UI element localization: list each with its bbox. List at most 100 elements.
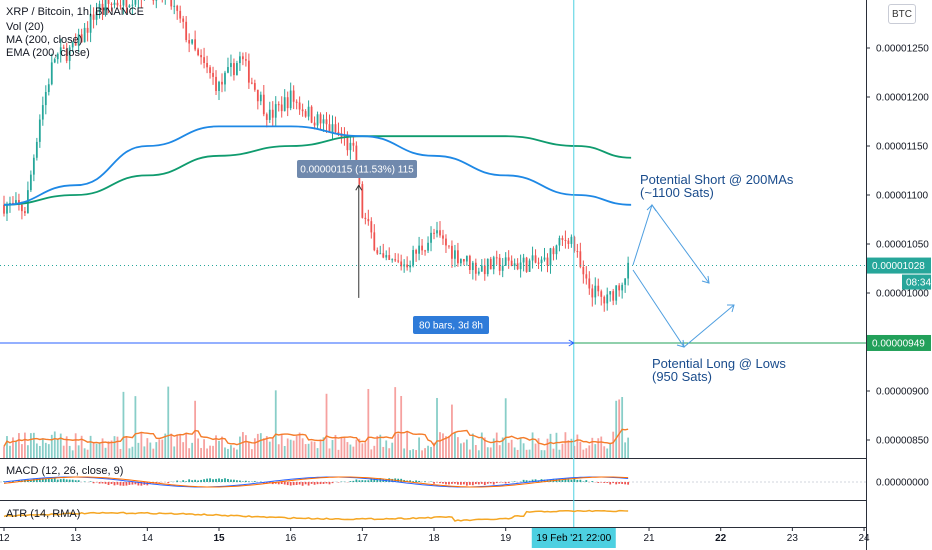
candle-body [609,291,612,295]
candle-body [259,94,262,102]
macd-histogram-bar [597,482,600,483]
candle-body [537,262,540,264]
volume-bar [382,446,385,458]
price-tick-label: 0.00001100 [876,191,929,202]
short-annotation-line1: Potential Short @ 200MAs [640,172,794,187]
candle-body [418,245,420,254]
measure-price-label: 0.00000115 (11.53%) 115 [300,165,414,176]
macd-histogram-bar [513,481,516,482]
macd-histogram-bar [361,480,364,482]
macd-line [3,476,629,488]
volume-bar [301,438,304,458]
candle-body [104,0,107,11]
volume-bar [340,437,343,458]
macd-histogram-bar [445,482,447,485]
candle-body [558,238,561,246]
volume-bar [361,443,364,458]
volume-bar [158,439,161,458]
macd-histogram-bar [501,482,504,483]
macd-histogram-bar [218,478,220,482]
macd-histogram-bar [564,478,567,482]
macd-histogram-bar [483,482,486,486]
macd-histogram-bar [567,479,570,482]
candle-body [445,238,447,246]
candle-body [265,114,268,120]
candle-body [615,285,618,301]
candle-body [316,114,319,126]
horizontal-level-price: 0.00000949 [872,338,925,349]
volume-bar [170,433,173,458]
volume-bar [316,448,319,458]
volume-bar [32,432,35,458]
measure-price-box [297,160,417,178]
atr-line [3,509,629,522]
candle-body [391,259,394,261]
candle-body [460,259,462,264]
candle-body [507,257,510,261]
macd-histogram-bar [609,482,612,485]
candle-body [280,104,283,112]
macd-histogram-bar [298,482,301,485]
macd-histogram-bar [35,478,38,482]
volume-bar [125,436,128,458]
candle-body [212,72,214,77]
candle-body [510,260,513,267]
macd-histogram-bar [576,479,579,482]
time-tick-label: 24 [858,533,870,544]
volume-bar [307,443,310,458]
volume-bar [86,449,89,458]
macd-histogram-bar [477,482,480,485]
candle-body [274,104,277,118]
macd-histogram-bar [531,479,534,482]
bar-range-arrowhead [568,339,575,347]
macd-histogram-bar [29,480,32,482]
candle-body [504,257,507,266]
volume-bar [203,439,205,458]
macd-histogram-bar [304,482,307,485]
volume-bar [18,433,20,458]
volume-bar [370,449,373,458]
macd-histogram-bar [98,482,101,484]
candle-body [561,238,564,240]
macd-histogram-bar [301,482,304,486]
volume-bar [349,444,352,458]
macd-histogram-bar [600,482,603,483]
candle-body [439,230,441,236]
candle-body [21,204,23,212]
volume-bar [549,433,552,458]
candle-body [421,245,423,251]
volume-bar [182,442,185,458]
volume-bar [44,442,47,458]
candle-body [534,255,537,263]
countdown-label: 08:34 [906,278,931,289]
candle-body [29,174,32,191]
macd-histogram-bar [188,479,191,482]
candle-body [80,34,83,43]
volume-bar [346,442,349,458]
candle-body [68,47,71,61]
candle-body [406,264,409,268]
candle-body [436,230,438,234]
candle-body [430,232,432,243]
candle-body [310,106,313,123]
candle-body [206,62,208,68]
macd-histogram-bar [418,480,420,482]
macd-histogram-bar [71,479,74,482]
price-tick-label: 0.00001250 [876,44,929,55]
volume-bar [627,437,630,458]
candle-body [244,59,247,61]
volume-bar [531,432,534,458]
volume-bar [561,443,564,458]
volume-bar [262,438,265,458]
volume-bar [12,437,14,458]
volume-bar [555,432,558,458]
macd-histogram-bar [116,482,119,485]
volume-bar [250,449,253,458]
candles-group [3,0,630,312]
volume-bar [492,438,495,458]
candle-body [119,5,122,7]
macd-histogram-bar [570,479,573,482]
currency-scale-button[interactable]: BTC [888,4,916,24]
candle-body [197,49,200,56]
